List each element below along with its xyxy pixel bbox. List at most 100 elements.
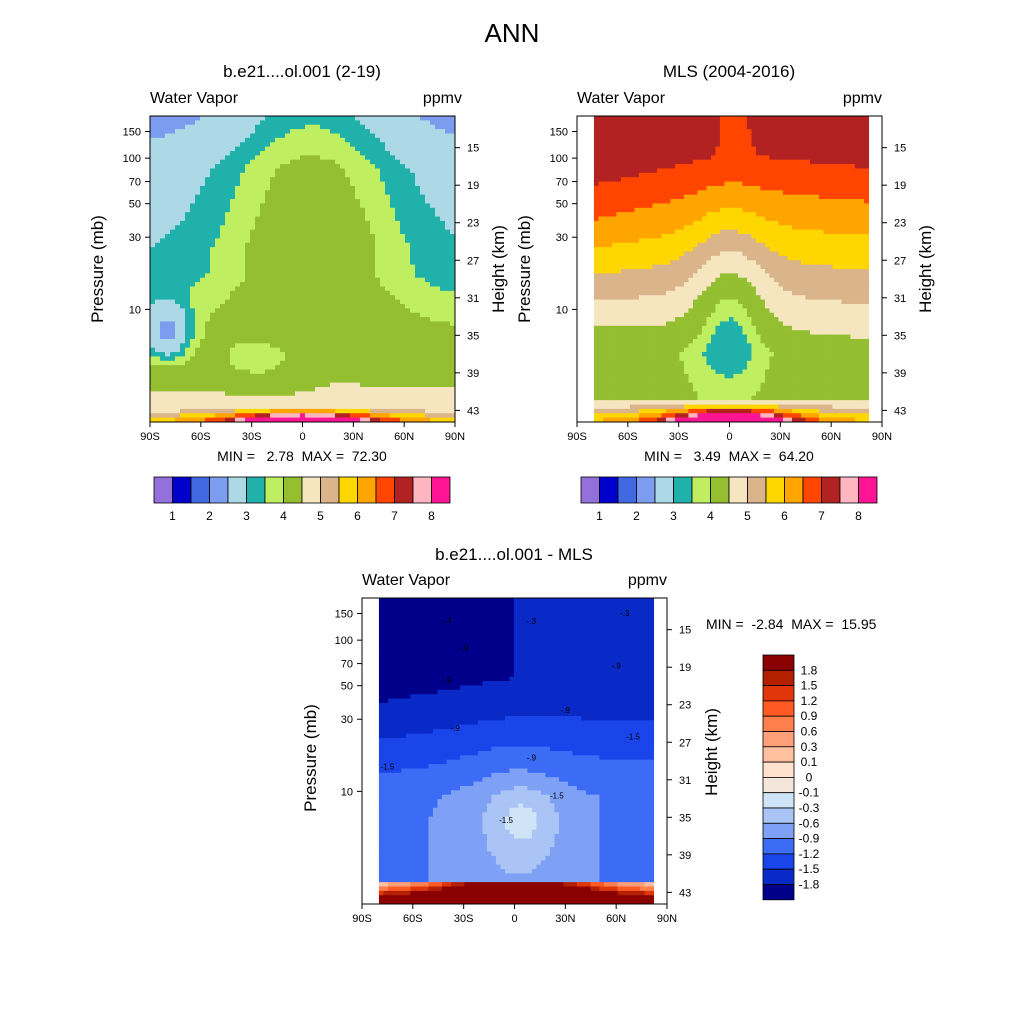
field-cell <box>420 286 426 292</box>
field-cell <box>335 137 341 143</box>
field-cell <box>250 373 256 379</box>
field-cell <box>175 338 181 344</box>
field-cell <box>430 387 436 392</box>
field-cell <box>345 360 351 366</box>
x-tick-label: 0 <box>299 431 305 443</box>
field-cell <box>260 120 266 126</box>
field-cell <box>410 347 416 353</box>
field-cell <box>420 150 426 156</box>
field-cell <box>625 155 631 161</box>
field-cell <box>300 164 306 170</box>
field-cell <box>260 273 266 279</box>
field-cell <box>445 356 451 362</box>
field-cell <box>255 159 261 165</box>
field-cell <box>350 378 356 384</box>
field-cell <box>778 133 784 139</box>
field-cell <box>430 282 436 288</box>
field-cell <box>255 220 261 226</box>
field-cell <box>175 408 181 414</box>
field-cell <box>692 133 699 139</box>
field-cell <box>155 142 161 148</box>
field-cell <box>265 142 271 148</box>
field-cell <box>175 133 181 139</box>
field-cell <box>285 251 291 257</box>
field-cell <box>652 124 658 130</box>
field-cell <box>170 120 176 126</box>
field-cell <box>360 225 366 231</box>
field-cell <box>215 251 221 257</box>
field-cell <box>300 133 306 139</box>
field-cell <box>290 400 296 406</box>
field-cell <box>205 308 211 314</box>
field-cell <box>415 273 421 279</box>
field-cell <box>230 255 236 261</box>
field-cell <box>345 185 351 191</box>
field-cell <box>350 142 356 148</box>
field-cell <box>280 247 286 253</box>
field-cell <box>420 343 426 349</box>
field-cell <box>778 142 784 148</box>
field-cell <box>230 242 236 248</box>
field-cell <box>255 400 261 406</box>
field-cell <box>370 404 376 410</box>
field-cell <box>823 133 829 139</box>
field-cell <box>235 387 241 392</box>
field-cell <box>165 137 171 143</box>
field-cell <box>190 234 196 239</box>
field-cell <box>180 159 186 165</box>
field-cell <box>365 247 371 253</box>
field-cell <box>285 365 291 371</box>
field-cell <box>200 142 206 148</box>
field-cell <box>245 373 251 379</box>
field-cell <box>385 251 391 257</box>
field-cell <box>435 352 441 358</box>
field-cell <box>265 356 271 362</box>
field-cell <box>220 303 226 309</box>
field-cell <box>200 251 206 257</box>
field-cell <box>719 159 726 165</box>
field-cell <box>405 255 411 261</box>
field-cell <box>200 373 206 379</box>
field-cell <box>245 347 251 353</box>
field-cell <box>405 417 411 422</box>
field-cell <box>380 334 386 340</box>
field-cell <box>420 269 426 274</box>
field-cell <box>355 391 361 397</box>
field-cell <box>265 295 271 301</box>
field-cell <box>450 238 455 244</box>
field-cell <box>430 400 436 406</box>
field-cell <box>800 142 807 148</box>
field-cell <box>330 168 336 174</box>
field-cell <box>335 199 341 205</box>
field-cell <box>355 400 361 406</box>
field-cell <box>155 395 161 401</box>
field-cell <box>205 190 211 196</box>
field-cell <box>225 124 231 130</box>
field-cell <box>375 137 381 143</box>
field-cell <box>450 264 455 270</box>
field-cell <box>150 413 156 419</box>
field-cell <box>365 142 371 148</box>
field-cell <box>400 229 406 235</box>
field-cell <box>260 325 266 331</box>
field-cell <box>395 264 401 270</box>
field-cell <box>360 190 366 196</box>
field-cell <box>365 124 371 130</box>
field-cell <box>200 325 206 331</box>
field-cell <box>818 137 825 143</box>
field-cell <box>405 290 411 296</box>
field-cell <box>230 120 236 126</box>
field-cell <box>435 290 441 296</box>
field-cell <box>425 137 431 143</box>
field-cell <box>415 212 421 218</box>
field-cell <box>220 330 226 336</box>
field-cell <box>620 155 627 161</box>
field-cell <box>340 404 346 410</box>
field-cell <box>240 277 246 283</box>
field-cell <box>400 185 406 191</box>
field-cell <box>240 190 246 196</box>
field-cell <box>410 338 416 344</box>
field-cell <box>355 369 361 375</box>
field-cell <box>200 260 206 266</box>
field-cell <box>370 203 376 209</box>
